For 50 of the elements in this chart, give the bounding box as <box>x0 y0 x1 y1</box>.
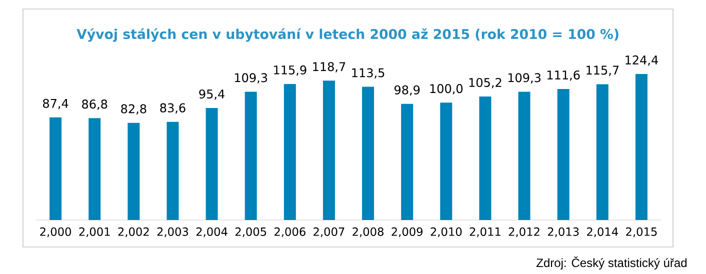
data-label: 82,8 <box>121 104 146 115</box>
x-tick-label: 2,009 <box>392 227 423 238</box>
bar <box>401 104 414 220</box>
bar <box>128 122 140 220</box>
data-label: 109,3 <box>234 73 268 84</box>
data-label: 111,6 <box>547 70 580 81</box>
x-tick-label: 2,010 <box>430 227 462 238</box>
bar <box>206 108 218 220</box>
x-tick-label: 2,015 <box>626 227 657 238</box>
x-tick-label: 2,005 <box>235 227 266 238</box>
data-label: 115,9 <box>274 65 306 76</box>
bar <box>362 86 374 220</box>
data-label: 105,2 <box>469 78 502 88</box>
x-tick-label: 2,008 <box>352 227 384 238</box>
bar <box>50 117 62 220</box>
data-label: 109,3 <box>508 73 540 84</box>
bar <box>244 92 257 220</box>
bar <box>88 118 101 220</box>
x-tick-label: 2,004 <box>196 227 228 238</box>
bar <box>479 96 492 220</box>
data-label: 118,7 <box>313 62 346 72</box>
x-tick-label: 2,002 <box>118 227 149 238</box>
data-label: 124,4 <box>626 55 658 66</box>
bar <box>322 80 335 220</box>
bar <box>166 122 179 220</box>
bar <box>440 102 452 220</box>
data-label: 100,0 <box>430 84 463 94</box>
bar <box>518 92 530 220</box>
x-tick-label: 2,000 <box>40 227 72 238</box>
data-label: 95,4 <box>199 89 224 100</box>
bar <box>557 89 570 220</box>
bar <box>635 74 648 220</box>
data-label: 83,6 <box>160 103 186 114</box>
x-tick-label: 2,007 <box>314 227 344 238</box>
chart-title: Vývoj stálých cen v ubytování v letech 2000 až 2015 (rok 2010 = 100 %) <box>76 28 618 42</box>
data-label: 87,4 <box>43 98 68 110</box>
text: Zdroj: Český statistický úřad <box>536 256 686 270</box>
x-tick-label: 2,011 <box>470 227 500 238</box>
x-tick-label: 2,012 <box>508 227 540 238</box>
bar <box>596 84 608 220</box>
data-label: 115,7 <box>586 66 619 76</box>
data-label: 86,8 <box>82 100 108 110</box>
data-label: 113,5 <box>352 68 384 79</box>
bar <box>284 84 296 220</box>
data-label: 98,9 <box>394 85 420 96</box>
x-tick-label: 2,006 <box>274 227 306 238</box>
x-tick-label: 2,001 <box>79 227 110 238</box>
x-tick-label: 2,013 <box>548 227 579 238</box>
x-tick-label: 2,003 <box>157 227 188 238</box>
x-tick-label: 2,014 <box>587 227 618 238</box>
